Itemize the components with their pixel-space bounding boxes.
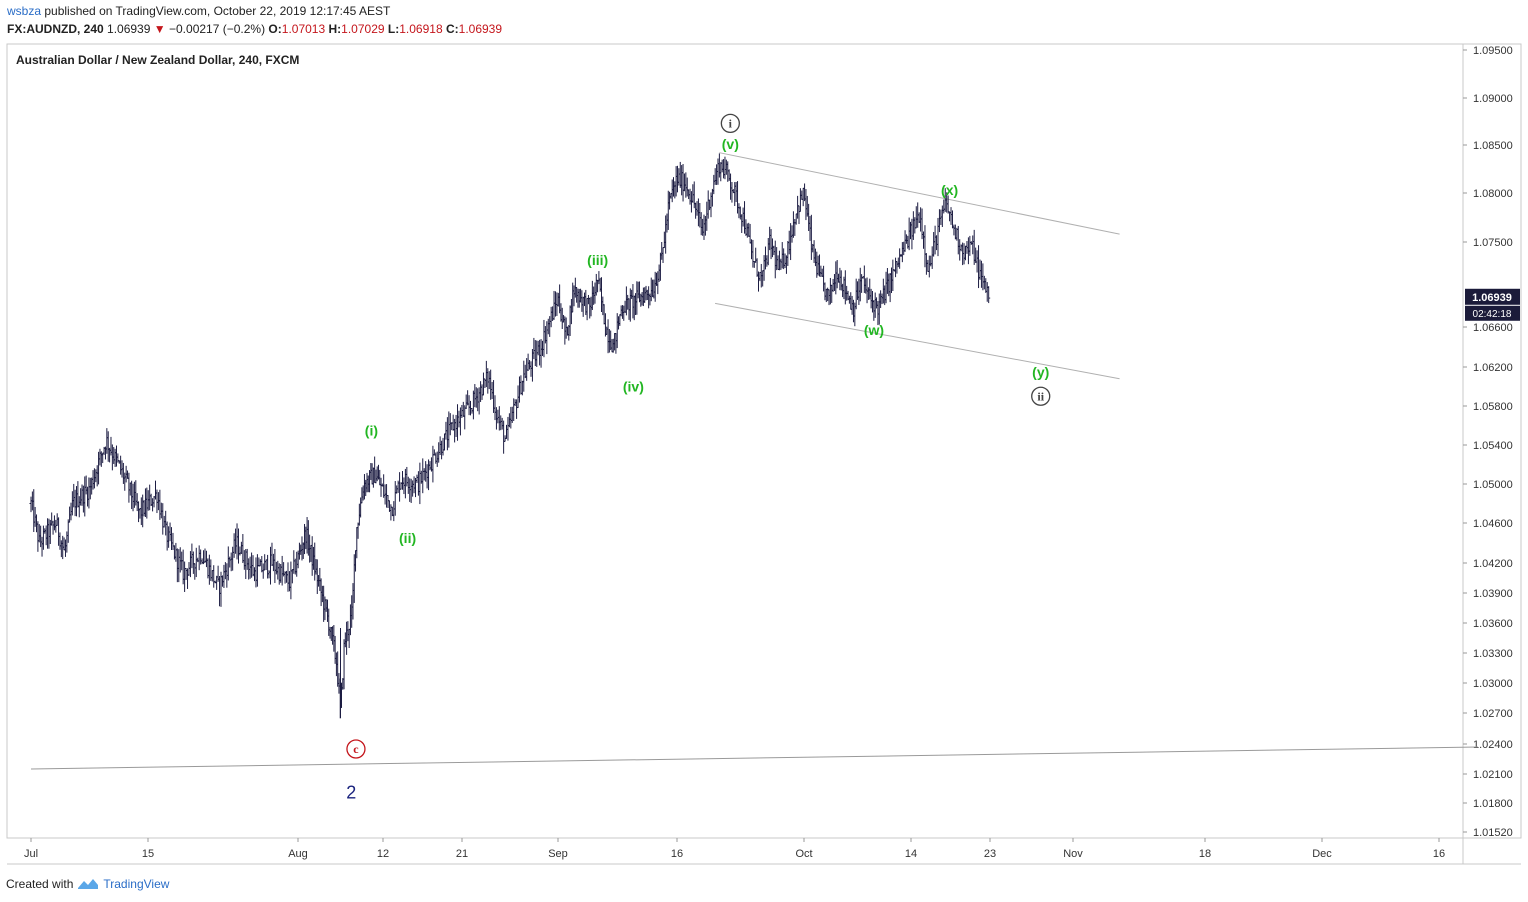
- wave-label: (iii): [587, 252, 608, 268]
- y-tick-label: 1.03300: [1473, 648, 1513, 660]
- wave-circle: [1031, 386, 1051, 406]
- y-tick-label: 1.08500: [1473, 140, 1513, 152]
- open-value: 1.07013: [281, 22, 326, 36]
- tradingview-link[interactable]: TradingView: [103, 877, 170, 891]
- x-tick-label: Dec: [1312, 848, 1332, 860]
- last-price-tag: [1465, 288, 1520, 305]
- y-tick-label: 1.03900: [1473, 588, 1513, 600]
- wave-label: ii: [1031, 386, 1051, 406]
- x-tick-label: Oct: [795, 848, 812, 860]
- y-tick-label: 1.04600: [1473, 518, 1513, 530]
- y-tick-label: 1.02100: [1473, 769, 1513, 781]
- wave-label: (ii): [399, 530, 416, 546]
- wave-circle: [720, 113, 740, 134]
- tradingview-logo-icon: [78, 879, 99, 889]
- x-tick-label: 18: [1199, 848, 1211, 860]
- y-tick-label: 1.07500: [1473, 237, 1513, 249]
- countdown-tag: [1465, 305, 1520, 321]
- close-value: 1.06939: [458, 22, 503, 36]
- wave-text: ii: [1037, 389, 1044, 403]
- countdown-tag-label: 02:42:18: [1473, 309, 1512, 320]
- x-tick-label: 12: [377, 848, 389, 860]
- y-tick-label: 1.09000: [1473, 93, 1513, 105]
- ohlc-bar: [987, 286, 991, 304]
- wave-label: i: [720, 113, 740, 134]
- y-tick-label: 1.05000: [1473, 479, 1513, 491]
- x-tick-label: 23: [984, 848, 996, 860]
- wave-label: c: [346, 739, 366, 759]
- wave-text: (w): [864, 322, 884, 338]
- y-tick-label: 1.06600: [1473, 322, 1513, 334]
- low-label: L:: [387, 22, 400, 36]
- author-link[interactable]: wsbza: [7, 4, 42, 18]
- wave-text: (y): [1032, 364, 1049, 380]
- footer: Created with TradingView: [6, 877, 169, 891]
- down-arrow-icon: ▼: [153, 22, 166, 36]
- y-tick-label: 1.02700: [1473, 708, 1513, 720]
- close-label: C:: [445, 22, 459, 36]
- long-trendline: [30, 746, 1479, 770]
- wave-text: (i): [365, 422, 378, 438]
- high-label: H:: [328, 22, 342, 36]
- plot-frame: [6, 43, 1522, 839]
- low-value: 1.06918: [399, 22, 443, 36]
- x-tick-label: 15: [142, 848, 154, 860]
- y-tick-label: 1.04200: [1473, 558, 1513, 570]
- wave-label: (x): [941, 182, 958, 198]
- publish-info: wsbza published on TradingView.com, Octo…: [7, 4, 390, 18]
- wave-text: (iii): [587, 252, 608, 268]
- wave-text: (ii): [399, 530, 416, 546]
- wave-label: (i): [365, 422, 378, 438]
- y-tick-label: 1.08000: [1473, 188, 1513, 200]
- created-with-text: Created with: [6, 877, 74, 891]
- price-bars: [29, 153, 991, 719]
- y-tick-label: 1.01520: [1473, 827, 1513, 839]
- y-tick-label: 1.03600: [1473, 618, 1513, 630]
- wave-text: (iv): [623, 379, 644, 395]
- channel-lower-line: [715, 302, 1120, 380]
- y-tick-label: 1.02400: [1473, 739, 1513, 751]
- x-tick-label: 21: [456, 848, 468, 860]
- price-change: −0.00217 (−0.2%): [169, 22, 266, 36]
- y-tick-label: 1.03000: [1473, 678, 1513, 690]
- wave-text: (v): [722, 136, 739, 152]
- symbol-label: FX:AUDNZD, 240: [7, 22, 104, 36]
- y-tick-label: 1.01800: [1473, 798, 1513, 810]
- chart-title: Australian Dollar / New Zealand Dollar, …: [16, 53, 299, 67]
- wave-text: (x): [941, 182, 958, 198]
- x-tick-label: Aug: [288, 848, 308, 860]
- wave-label: (y): [1032, 364, 1049, 380]
- wave-label: (v): [722, 136, 739, 152]
- y-tick-label: 1.09500: [1473, 45, 1513, 57]
- high-value: 1.07029: [341, 22, 385, 36]
- wave-label: (iv): [623, 379, 644, 395]
- x-tick-label: 16: [671, 848, 683, 860]
- wave-label: (w): [864, 322, 884, 338]
- x-tick-label: 14: [905, 848, 917, 860]
- published-text: published on TradingView.com, October 22…: [44, 4, 391, 18]
- y-tick-label: 1.05400: [1473, 440, 1513, 452]
- symbol-info: FX:AUDNZD, 240 1.06939 ▼ −0.00217 (−0.2%…: [7, 22, 502, 36]
- last-price-tag-label: 1.06939: [1472, 292, 1512, 304]
- x-tick-label: 16: [1433, 848, 1445, 860]
- last-price: 1.06939: [107, 22, 151, 36]
- wave-text: c: [353, 742, 359, 756]
- y-tick-label: 1.06200: [1473, 362, 1513, 374]
- x-tick-label: Jul: [24, 848, 38, 860]
- wave-circle: [346, 739, 366, 759]
- wave-label: 2: [346, 782, 356, 802]
- y-tick-label: 1.05800: [1473, 401, 1513, 413]
- channel-upper-line: [719, 152, 1120, 235]
- wave-text: i: [729, 116, 733, 130]
- x-tick-label: Nov: [1063, 848, 1083, 860]
- wave-text: 2: [346, 782, 356, 802]
- open-label: O:: [268, 22, 282, 36]
- x-tick-label: Sep: [548, 848, 568, 860]
